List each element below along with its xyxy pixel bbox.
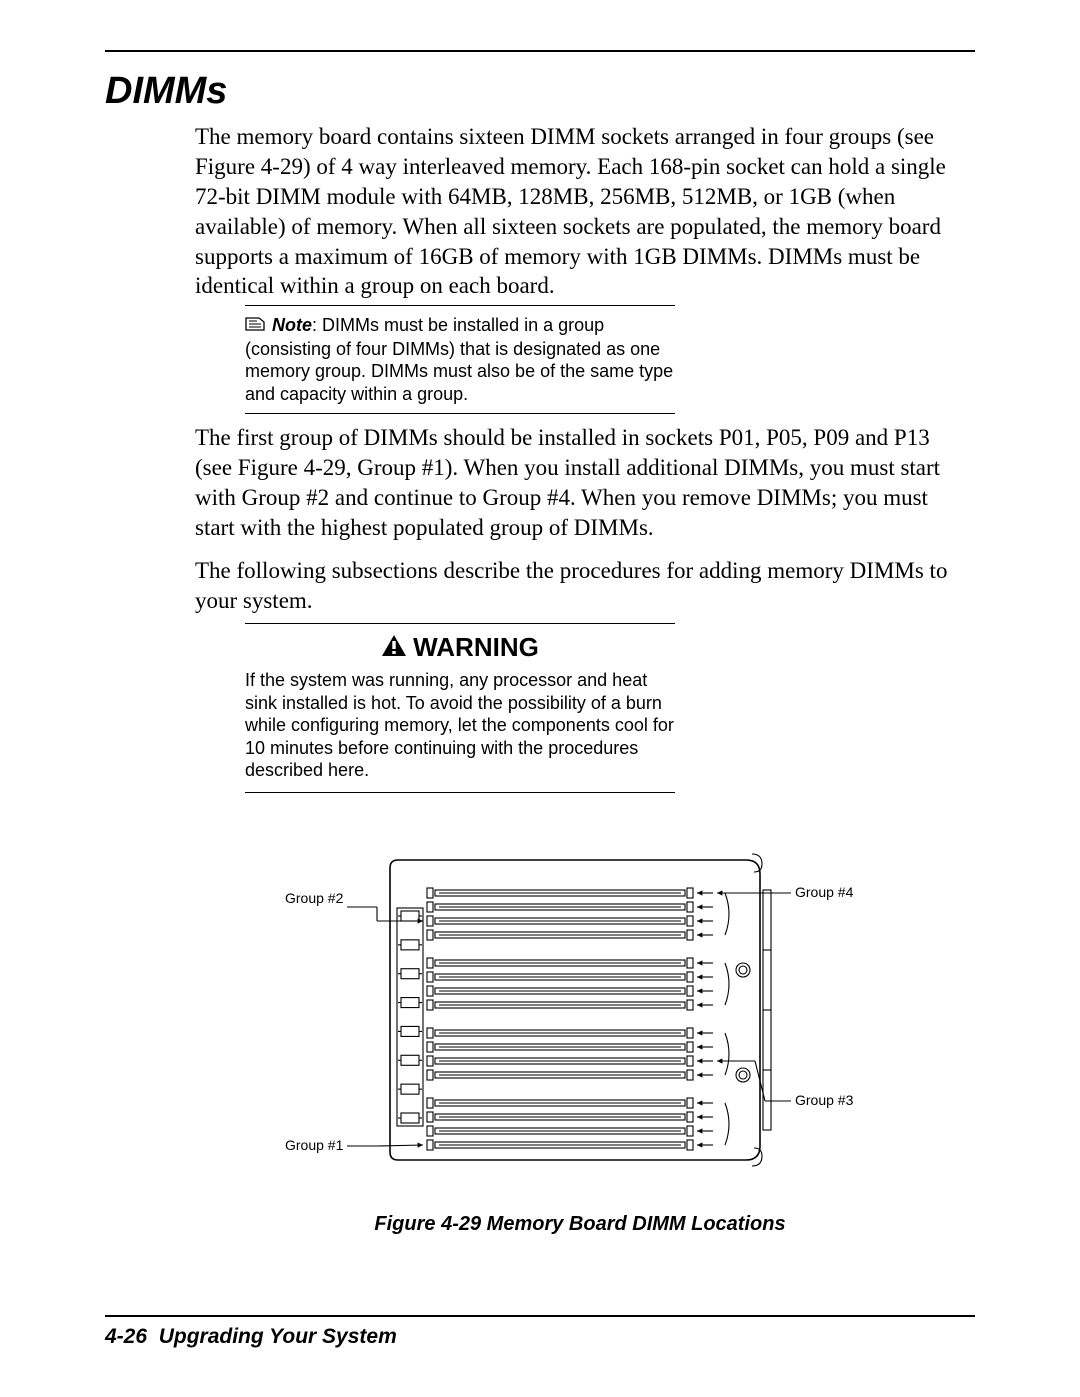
figure-caption: Figure 4-29 Memory Board DIMM Locations: [195, 1213, 965, 1236]
bottom-rule: [105, 1315, 975, 1317]
warning-title-text: WARNING: [413, 632, 539, 662]
page-number: 4-26: [105, 1325, 147, 1348]
footer-title: Upgrading Your System: [159, 1325, 397, 1348]
warning-text: If the system was running, any processor…: [245, 669, 675, 782]
warning-heading: WARNING: [245, 632, 675, 663]
svg-text:Group #2: Group #2: [285, 890, 344, 906]
page-footer: 4-26 Upgrading Your System: [105, 1325, 397, 1349]
paragraph-2: The first group of DIMMs should be insta…: [195, 423, 965, 543]
warning-triangle-icon: [381, 634, 407, 658]
svg-text:Group #4: Group #4: [795, 884, 854, 900]
svg-text:Group #1: Group #1: [285, 1137, 344, 1153]
top-rule: [105, 50, 975, 52]
paragraph-1: The memory board contains sixteen DIMM s…: [195, 122, 965, 301]
figure-4-29: Group #2 Group #1 Group #4 Group #3 Figure …: [195, 820, 965, 1236]
section-heading: DIMMs: [105, 70, 227, 113]
note-box: Note: DIMMs must be installed in a group…: [245, 305, 675, 414]
document-icon: [245, 316, 272, 336]
memory-board-diagram: Group #2 Group #1 Group #4 Group #3: [285, 820, 875, 1190]
svg-text:Group #3: Group #3: [795, 1092, 854, 1108]
note-label: Note: [272, 315, 312, 335]
paragraph-3: The following subsections describe the p…: [195, 556, 965, 616]
page: DIMMs The memory board contains sixteen …: [0, 0, 1080, 1397]
warning-box: WARNING If the system was running, any p…: [245, 623, 675, 793]
